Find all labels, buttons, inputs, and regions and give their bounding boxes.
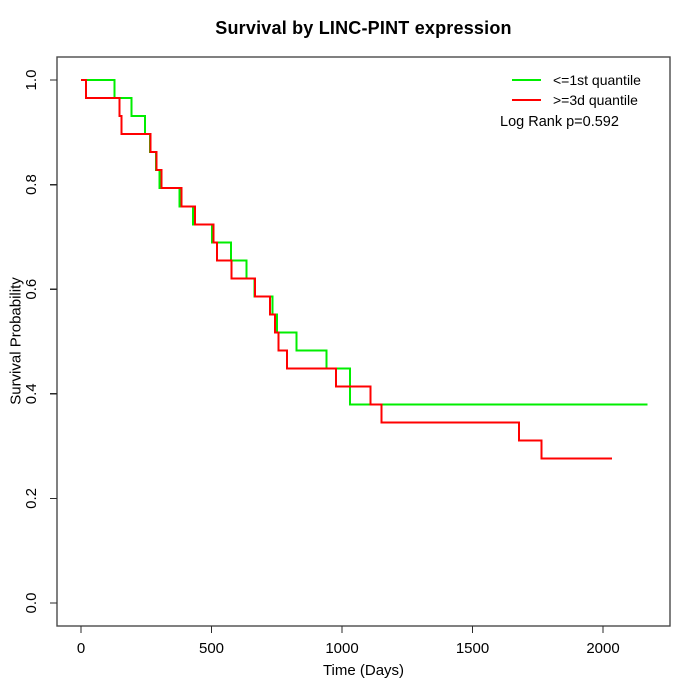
y-tick-label: 0.4 bbox=[23, 383, 40, 404]
chart-title: Survival by LINC-PINT expression bbox=[215, 18, 512, 38]
chart-legend: <=1st quantile >=3d quantile Log Rank p=… bbox=[500, 70, 641, 130]
legend-label: >=3d quantile bbox=[553, 92, 638, 108]
x-tick-label: 2000 bbox=[586, 640, 619, 657]
plot-border bbox=[56, 56, 671, 627]
x-tick-label: 500 bbox=[199, 640, 224, 657]
x-tick-label: 1000 bbox=[325, 640, 358, 657]
y-tick-label: 1.0 bbox=[23, 70, 40, 91]
x-tick-label: 0 bbox=[77, 640, 85, 657]
legend-label: <=1st quantile bbox=[553, 72, 641, 88]
survival-curve-low-expression bbox=[81, 79, 648, 406]
log-rank-p-value: Log Rank p=0.592 bbox=[500, 114, 619, 130]
y-tick-label: 0.2 bbox=[23, 488, 40, 509]
legend-item-third-quantile: >=3d quantile bbox=[500, 90, 641, 110]
x-tick-label: 1500 bbox=[456, 640, 489, 657]
y-axis-title: Survival Probability bbox=[7, 277, 25, 405]
x-axis-title: Time (Days) bbox=[322, 662, 405, 679]
survival-curve-high-expression bbox=[81, 79, 612, 460]
red-line-sample-icon bbox=[512, 99, 541, 101]
y-tick-label: 0.6 bbox=[23, 279, 40, 300]
y-tick-label: 0.0 bbox=[23, 593, 40, 614]
legend-item-first-quantile: <=1st quantile bbox=[500, 70, 641, 90]
y-tick-label: 0.8 bbox=[23, 174, 40, 195]
green-line-sample-icon bbox=[512, 79, 541, 81]
